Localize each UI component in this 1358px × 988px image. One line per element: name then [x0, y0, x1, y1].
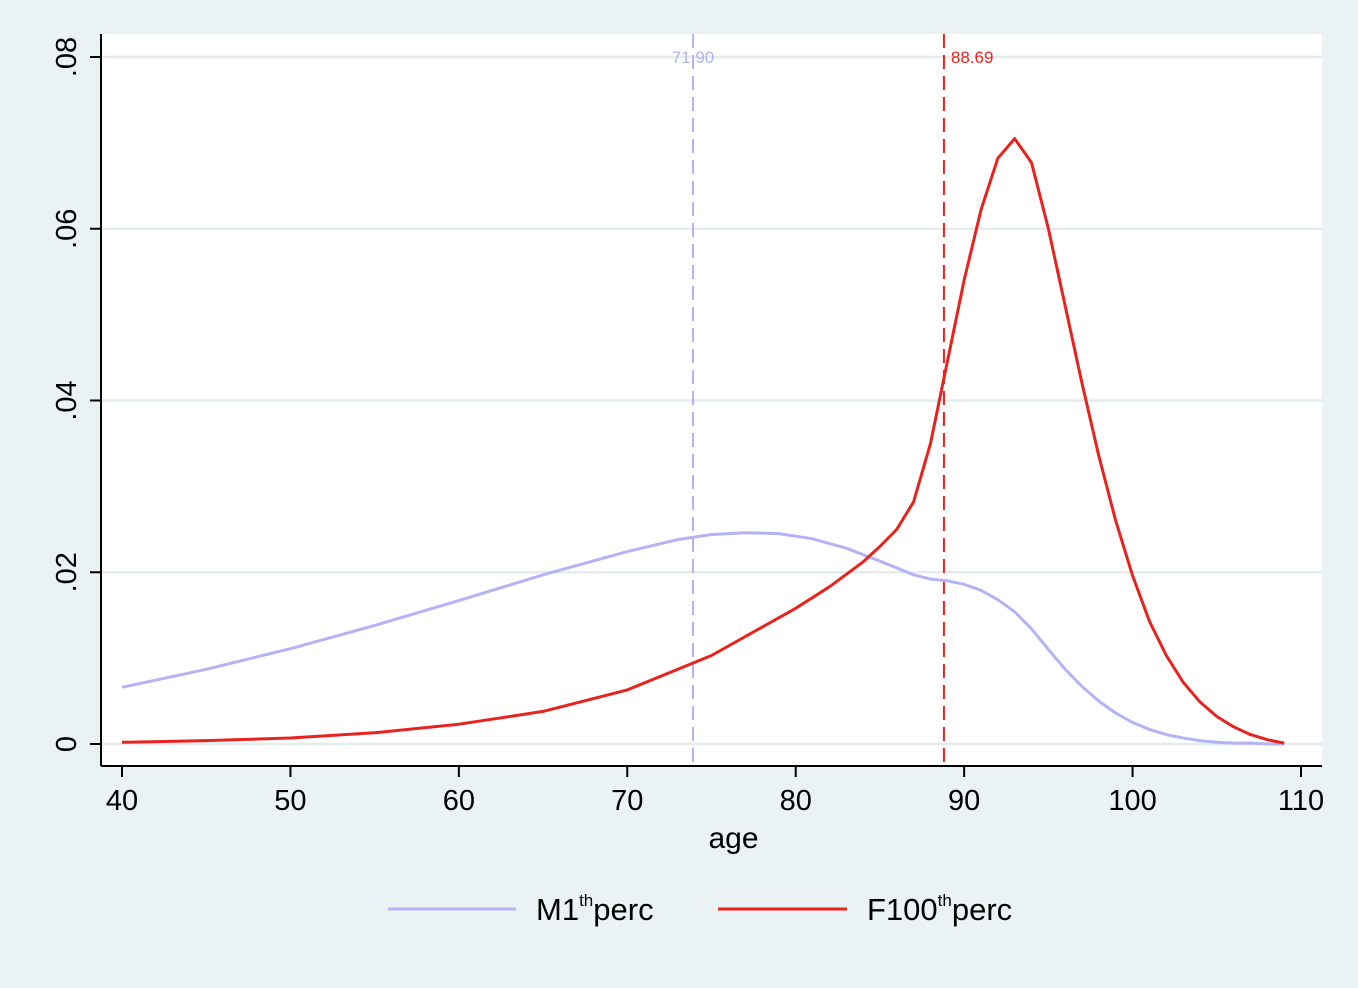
x-tick-label: 60 — [443, 785, 475, 817]
x-tick-label: 80 — [780, 785, 812, 817]
y-tick-label: 0 — [51, 736, 83, 752]
reference-lines: 71.90 88.69 — [672, 34, 994, 766]
y-tick-label: .04 — [51, 380, 83, 420]
x-tick-label: 90 — [948, 785, 980, 817]
series-line-f100 — [121, 137, 1285, 745]
x-tick-label: 50 — [274, 785, 306, 817]
series-line-m1 — [121, 531, 1285, 746]
legend-label-f100: F100thperc — [867, 891, 1012, 927]
x-tick-label: 100 — [1108, 785, 1156, 817]
legend: M1thperc F100thperc — [388, 891, 1012, 927]
reference-line-label: 71.90 — [672, 48, 715, 67]
y-tick-label: .02 — [51, 552, 83, 592]
series-lines — [121, 137, 1285, 746]
reference-line-label: 88.69 — [951, 48, 994, 67]
x-tick-label: 110 — [1278, 785, 1324, 817]
y-tick-label: .06 — [51, 209, 83, 249]
y-axis-ticks: 0 .02 .04 .06 .08 — [51, 37, 101, 752]
x-axis-ticks: 40 50 60 70 80 90 100 110 — [106, 766, 1324, 817]
x-tick-label: 40 — [106, 785, 138, 817]
grid-lines — [101, 55, 1322, 746]
y-tick-label: .08 — [51, 37, 83, 77]
x-tick-label: 70 — [611, 785, 643, 817]
x-axis-title: age — [708, 822, 758, 855]
legend-label-m1: M1thperc — [536, 891, 654, 927]
